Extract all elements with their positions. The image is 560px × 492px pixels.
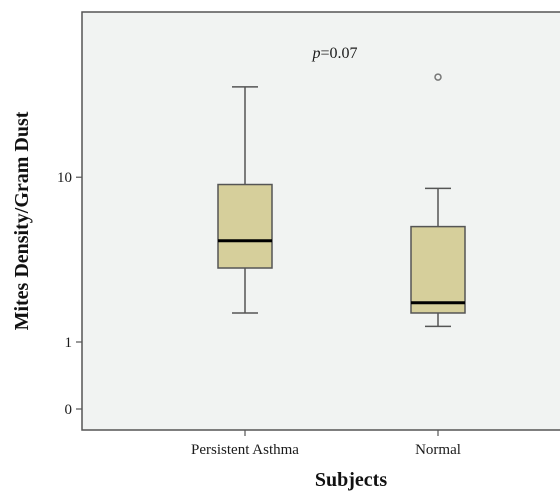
x-category-label: Persistent Asthma	[191, 442, 299, 458]
x-category-label: Normal	[415, 442, 461, 458]
x-axis-categories: Persistent Asthma Normal	[191, 430, 461, 458]
boxes	[217, 73, 466, 328]
y-tick-label: 1	[65, 335, 73, 351]
y-tick-label: 0	[65, 402, 73, 418]
y-axis-title: Mites Density/Gram Dust	[11, 111, 33, 330]
p-value-number: =0.07	[320, 45, 357, 62]
box-0	[217, 86, 273, 314]
y-axis-ticks: 0 1 10	[57, 170, 82, 418]
x-axis-title: Subjects	[315, 469, 387, 491]
iqr-box	[410, 225, 466, 314]
y-tick-label: 10	[57, 170, 72, 186]
plot-area	[81, 11, 560, 431]
p-value-symbol: p	[311, 45, 320, 62]
box-1	[410, 73, 466, 328]
outlier-point	[434, 73, 442, 81]
iqr-box	[217, 183, 273, 269]
p-value-annotation: p=0.07	[311, 45, 357, 62]
